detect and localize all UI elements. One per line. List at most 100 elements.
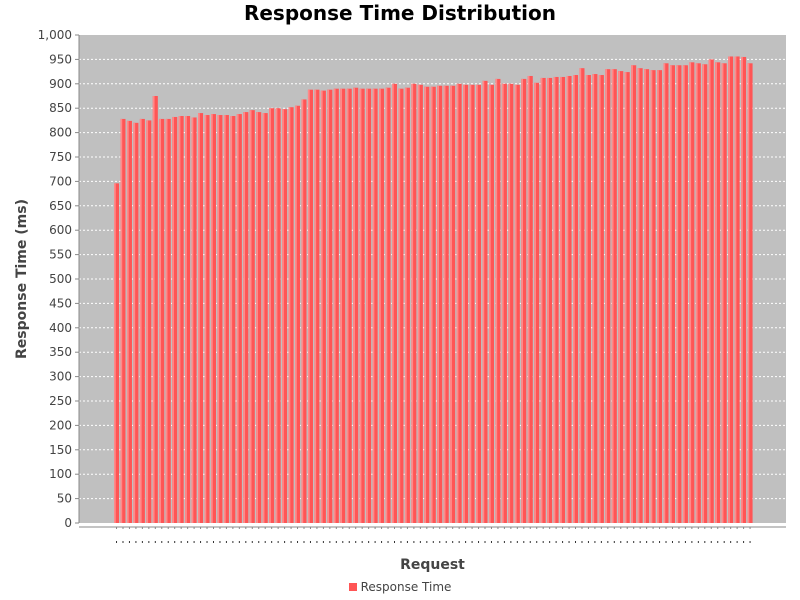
- bar: [741, 56, 747, 524]
- bar: [372, 88, 378, 524]
- bar-highlight: [553, 76, 556, 523]
- bar: [527, 75, 533, 524]
- bar: [333, 88, 339, 524]
- bar-highlight: [133, 122, 136, 523]
- bar-highlight: [172, 116, 174, 523]
- bar-highlight: [450, 85, 452, 523]
- bar-highlight: [314, 89, 317, 523]
- x-tick-label: [219, 541, 221, 543]
- bar-highlight: [236, 114, 239, 523]
- bar: [288, 107, 294, 523]
- y-tick-label: 700: [49, 174, 72, 188]
- bar: [501, 83, 507, 524]
- bar: [424, 86, 430, 523]
- bar: [210, 114, 217, 523]
- bar: [663, 63, 669, 524]
- bar: [353, 87, 359, 523]
- bar: [152, 96, 158, 523]
- bar: [307, 89, 313, 523]
- bar: [243, 112, 249, 523]
- bar: [734, 56, 740, 523]
- x-tick-label: [730, 541, 732, 543]
- x-tick-label: [646, 541, 648, 543]
- x-tick-label: [355, 541, 357, 543]
- y-tick-label: 0: [64, 516, 72, 530]
- bar-highlight: [598, 75, 601, 524]
- x-tick-label: [568, 541, 570, 543]
- y-tick-label: 450: [49, 296, 72, 310]
- x-tick-label: [510, 541, 512, 543]
- bar-highlight: [728, 56, 730, 523]
- x-tick-label: [290, 541, 292, 543]
- bar-highlight: [456, 83, 459, 524]
- bar-highlight: [295, 105, 297, 523]
- bar: [385, 87, 391, 523]
- bar: [631, 65, 637, 523]
- bar-highlight: [165, 118, 168, 523]
- bar: [618, 71, 624, 524]
- bar-highlight: [495, 78, 498, 524]
- bar: [598, 75, 604, 524]
- bar-highlight: [417, 84, 420, 523]
- bar-highlight: [411, 83, 414, 524]
- y-tick-label: 100: [49, 467, 72, 481]
- bar: [534, 82, 540, 523]
- bar-highlight: [256, 112, 258, 523]
- x-tick-label: [180, 541, 182, 543]
- bar-highlight: [139, 118, 142, 523]
- bar-highlight: [527, 75, 530, 524]
- y-axis-ticks: 0 50 100 150 200 250 300 350 400 450 500 550 600 650 7…: [38, 28, 79, 530]
- bar-highlight: [708, 59, 711, 524]
- bar-highlight: [424, 86, 427, 523]
- bar-highlight: [566, 75, 569, 524]
- bar: [495, 78, 501, 524]
- x-tick-label: [503, 541, 505, 543]
- x-tick-label: [704, 541, 706, 543]
- x-tick-label: [684, 541, 686, 543]
- bar: [398, 88, 404, 524]
- bar: [314, 89, 320, 523]
- bar: [644, 69, 650, 523]
- bar: [204, 115, 210, 523]
- x-tick-label: [225, 541, 227, 543]
- x-tick-label: [671, 541, 673, 543]
- x-tick-label: [200, 541, 202, 543]
- x-tick-label: [516, 541, 518, 543]
- x-tick-label: [167, 541, 169, 543]
- x-tick-label: [529, 541, 531, 543]
- x-tick-label: [174, 541, 176, 543]
- bar-highlight: [269, 108, 271, 523]
- x-tick-label: [400, 541, 402, 543]
- bar-highlight: [217, 115, 220, 523]
- x-tick-label: [594, 541, 596, 543]
- x-tick-label: [665, 541, 667, 543]
- bar-highlight: [747, 63, 750, 524]
- bar-highlight: [657, 70, 659, 523]
- bar-highlight: [611, 69, 614, 523]
- bar-highlight: [463, 84, 465, 523]
- bars: [114, 56, 753, 524]
- bar: [488, 84, 494, 523]
- x-tick-label: [154, 541, 156, 543]
- bar-highlight: [391, 83, 394, 524]
- bar-highlight: [404, 87, 407, 523]
- bar: [521, 78, 527, 524]
- bar: [456, 83, 462, 524]
- x-tick-label: [549, 541, 551, 543]
- bar: [185, 116, 191, 523]
- y-tick-label: 200: [49, 418, 72, 432]
- x-tick-label: [271, 541, 273, 543]
- bar: [708, 59, 714, 524]
- x-tick-label: [458, 541, 460, 543]
- bar: [650, 70, 656, 523]
- x-tick-label: [439, 541, 441, 543]
- bar-highlight: [514, 84, 517, 523]
- bar: [721, 63, 727, 524]
- bar: [657, 70, 663, 523]
- x-tick-label: [452, 541, 454, 543]
- bar: [572, 75, 579, 524]
- bar-highlight: [430, 86, 433, 523]
- y-tick-label: 600: [49, 223, 72, 237]
- x-tick-label: [633, 541, 635, 543]
